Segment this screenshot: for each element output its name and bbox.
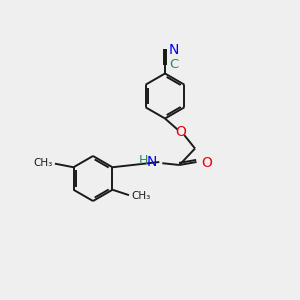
- Text: H: H: [139, 154, 148, 167]
- Text: O: O: [175, 125, 186, 139]
- Text: N: N: [147, 155, 157, 169]
- Text: N: N: [169, 44, 179, 57]
- Text: CH₃: CH₃: [131, 191, 151, 201]
- Text: CH₃: CH₃: [33, 158, 52, 168]
- Text: O: O: [201, 156, 212, 170]
- Text: C: C: [169, 58, 178, 71]
